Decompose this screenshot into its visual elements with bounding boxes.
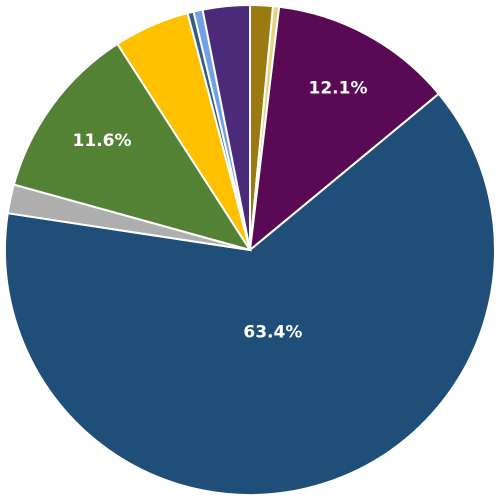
data-label: 11.6% [73, 131, 132, 151]
pie-slice [12, 42, 253, 252]
data-label: 63.4% [243, 323, 302, 343]
pie-slice [248, 5, 441, 253]
pie-slice [201, 3, 251, 251]
data-label: 12.1% [309, 79, 368, 99]
pie-slice [4, 92, 496, 496]
